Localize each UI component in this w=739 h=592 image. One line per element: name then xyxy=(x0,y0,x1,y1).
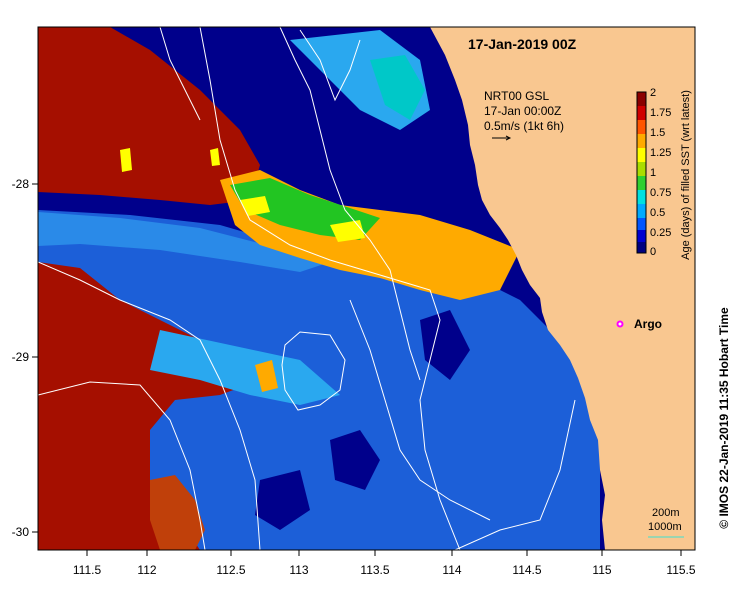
colorbar-tick: 0.5 xyxy=(650,207,665,219)
contour-inner xyxy=(349,299,491,521)
legend-arrow-head xyxy=(505,135,512,141)
plot-frame xyxy=(37,26,696,551)
colorbar-seg xyxy=(637,134,646,148)
colorbar-seg xyxy=(637,148,646,162)
y-axis-labels: -28 -29 -30 xyxy=(12,177,30,539)
argo-marker: Argo xyxy=(616,317,662,331)
colorbar-tick: 0 xyxy=(650,246,656,258)
colorbar-seg xyxy=(637,92,646,106)
colorbar-tick: 1.75 xyxy=(650,107,671,119)
contour-200-label: 200m xyxy=(652,507,680,519)
dark-blue-patch-1 xyxy=(330,430,380,490)
x-tick-label: 111.5 xyxy=(73,563,102,577)
contour-south-shelf xyxy=(454,399,576,550)
colorbar-seg xyxy=(637,120,646,134)
light-blue-streak xyxy=(150,330,340,405)
legend-scale: 0.5m/s (1kt 6h) xyxy=(484,119,564,133)
x-tick-label: 112.5 xyxy=(216,563,245,577)
colorbar-seg xyxy=(637,106,646,120)
colorbar-seg xyxy=(637,242,646,253)
ocean-light-blue xyxy=(38,212,330,272)
colorbar-seg xyxy=(637,176,646,190)
contour-1000-label: 1000m xyxy=(648,521,682,533)
front-orange-3 xyxy=(380,235,440,272)
colorbar: 2 1.75 1.5 1.25 1 0.75 0.5 0.25 0 Age (d… xyxy=(636,87,692,260)
colorbar-tick: 1.5 xyxy=(650,127,665,139)
contour-legend: 200m 1000m xyxy=(648,507,684,538)
y-tick-label: -28 xyxy=(12,177,30,191)
x-tick-label: 113 xyxy=(289,563,308,577)
contour-eddy xyxy=(281,331,346,411)
front-orange-2 xyxy=(255,360,278,392)
credit-text: © IMOS 22-Jan-2019 11:35 Hobart Time xyxy=(717,307,731,529)
colorbar-seg xyxy=(637,162,646,176)
land-mass xyxy=(430,27,695,550)
front-yellow-1 xyxy=(240,196,270,216)
x-tick-label: 114 xyxy=(442,563,461,577)
dark-blue-patch-2 xyxy=(420,310,470,380)
axis-tick-marks xyxy=(32,183,682,556)
contour-200m xyxy=(279,27,421,381)
contour-1000m xyxy=(199,27,461,550)
argo-label: Argo xyxy=(634,317,662,331)
old-sst-south xyxy=(38,262,260,550)
contour-north xyxy=(299,29,361,102)
y-tick-label: -30 xyxy=(12,525,30,539)
dark-blue-patch-3 xyxy=(255,470,310,530)
front-yellow-2 xyxy=(330,220,365,242)
contour-northwest xyxy=(159,27,201,121)
colorbar-seg xyxy=(637,190,646,204)
x-tick-label: 115.5 xyxy=(666,563,695,577)
legend-product: NRT00 GSL xyxy=(484,89,549,103)
y-tick-label: -29 xyxy=(12,350,30,364)
contour-southwest xyxy=(38,381,206,550)
x-tick-label: 113.5 xyxy=(360,563,389,577)
cyan-north xyxy=(370,55,425,120)
legend-time: 17-Jan 00:00Z xyxy=(484,104,561,118)
map-field xyxy=(38,27,695,550)
colorbar-tick: 0.75 xyxy=(650,187,671,199)
colorbar-tick: 2 xyxy=(650,87,656,99)
colorbar-label: Age (days) of filled SST (wrt latest) xyxy=(680,90,692,260)
colorbar-tick: 0.25 xyxy=(650,227,671,239)
x-tick-label: 114.5 xyxy=(512,563,541,577)
colorbar-frame xyxy=(636,91,647,254)
current-legend: NRT00 GSL 17-Jan 00:00Z 0.5m/s (1kt 6h) xyxy=(484,89,564,141)
front-yellow-4 xyxy=(210,148,220,166)
contour-west xyxy=(38,261,261,550)
map-title: 17-Jan-2019 00Z xyxy=(468,36,577,52)
x-tick-label: 115 xyxy=(592,563,611,577)
colorbar-seg xyxy=(637,230,646,242)
old-sst-patch xyxy=(150,475,205,550)
colorbar-tick: 1.25 xyxy=(650,147,671,159)
colorbar-seg xyxy=(637,218,646,230)
old-sst-north xyxy=(38,27,260,205)
x-tick-label: 112 xyxy=(137,563,156,577)
colorbar-seg xyxy=(637,204,646,218)
x-axis-labels: 111.5 112 112.5 113 113.5 114 114.5 115 … xyxy=(73,563,696,577)
front-yellow-3 xyxy=(120,148,132,172)
colorbar-tick: 1 xyxy=(650,167,656,179)
